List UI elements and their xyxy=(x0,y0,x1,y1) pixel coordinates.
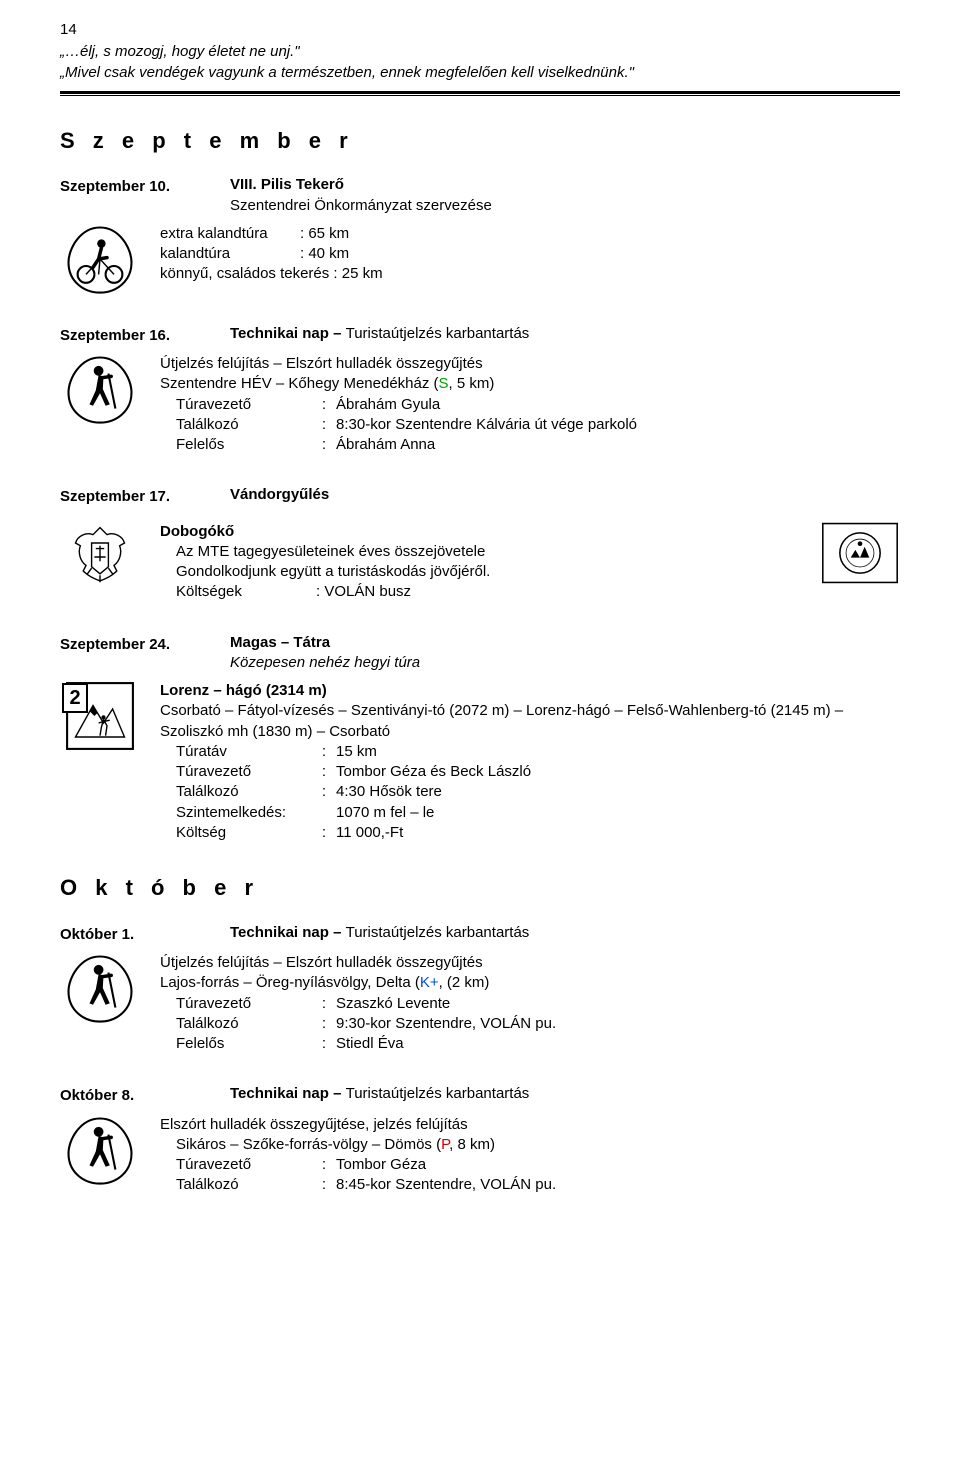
detail-line: Szentendre HÉV – Kőhegy Menedékház (S, 5… xyxy=(160,374,900,394)
event-date: Október 1. xyxy=(60,923,210,945)
kv-key: Felelős xyxy=(176,435,316,455)
detail-line: Gondolkodjunk együtt a turistáskodás jöv… xyxy=(176,562,800,582)
kv-key: Túravezető xyxy=(176,762,316,782)
crest-icon xyxy=(60,522,140,592)
header-rule xyxy=(60,91,900,96)
quote-line: „Mivel csak vendégek vagyunk a természet… xyxy=(60,63,900,83)
badge-icon xyxy=(820,522,900,584)
kv-val: Stiedl Éva xyxy=(336,1034,560,1054)
event-title: Technikai nap – xyxy=(230,1085,346,1102)
detail-line: Költségek: VOLÁN busz xyxy=(176,582,800,602)
month-heading-october: O k t ó b e r xyxy=(60,873,900,903)
kv-val: Szaszkó Levente xyxy=(336,994,560,1014)
kv-val: Ábrahám Gyula xyxy=(336,395,641,415)
hiker-icon xyxy=(60,1115,140,1185)
kv-key: Találkozó xyxy=(176,782,316,802)
kv-val: 8:45-kor Szentendre, VOLÁN pu. xyxy=(336,1175,560,1195)
hiker-icon xyxy=(60,953,140,1023)
event-oct8: Október 8. Technikai nap – Turistaútjelz… xyxy=(60,1084,900,1195)
event-date: Szeptember 10. xyxy=(60,175,210,197)
kv-val: 8:30-kor Szentendre Kálvária út vége par… xyxy=(336,415,641,435)
event-subtitle-italic: Közepesen nehéz hegyi túra xyxy=(230,653,900,673)
kv-val: : 40 km xyxy=(300,244,353,264)
hiker-icon xyxy=(60,354,140,424)
kv-val: Tombor Géza és Beck László xyxy=(336,762,535,782)
event-sept10: Szeptember 10. VIII. Pilis Tekerő Szente… xyxy=(60,175,900,294)
detail-line: Az MTE tagegyesületeinek éves összejövet… xyxy=(176,542,800,562)
quote-line: „…élj, s mozogj, hogy életet ne unj." xyxy=(60,42,900,62)
page-number: 14 xyxy=(60,20,900,40)
event-title-tail: Turistaútjelzés karbantartás xyxy=(346,924,530,941)
kv-val: 9:30-kor Szentendre, VOLÁN pu. xyxy=(336,1014,560,1034)
kv-val: 4:30 Hősök tere xyxy=(336,782,535,802)
detail-line: könnyű, családos tekerés : 25 km xyxy=(160,264,900,284)
event-sept24: Szeptember 24. Magas – Tátra Közepesen n… xyxy=(60,633,900,844)
kv-key: Találkozó xyxy=(176,1014,316,1034)
event-subtitle: Szentendrei Önkormányzat szervezése xyxy=(230,196,900,216)
event-title: Vándorgyűlés xyxy=(230,486,329,503)
kv-key: kalandtúra xyxy=(160,244,300,264)
header-quotes: „…élj, s mozogj, hogy életet ne unj." „M… xyxy=(60,42,900,83)
kv-val: 15 km xyxy=(336,742,535,762)
event-date: Október 8. xyxy=(60,1084,210,1106)
event-date: Szeptember 17. xyxy=(60,485,210,507)
kv-val: 11 000,-Ft xyxy=(336,823,535,843)
detail-line: Útjelzés felújítás – Elszórt hulladék ös… xyxy=(160,354,900,374)
detail-line: Elszórt hulladék összegyűjtése, jelzés f… xyxy=(160,1115,900,1135)
event-oct1: Október 1. Technikai nap – Turistaútjelz… xyxy=(60,923,900,1055)
detail-lead: Dobogókő xyxy=(160,522,800,542)
event-sept17: Szeptember 17. Vándorgyűlés Dobogókő Az … xyxy=(60,485,900,602)
kv-key: extra kalandtúra xyxy=(160,224,300,244)
detail-line: Útjelzés felújítás – Elszórt hulladék ös… xyxy=(160,953,900,973)
kv-key: Találkozó xyxy=(176,1175,316,1195)
kv-val: : 65 km xyxy=(300,224,353,244)
detail-line: Csorbató – Fátyol-vízesés – Szentiványi-… xyxy=(160,701,900,742)
mountain-level-icon: 2 xyxy=(60,681,140,751)
difficulty-level: 2 xyxy=(62,683,88,713)
kv-val: Ábrahám Anna xyxy=(336,435,641,455)
event-date: Szeptember 24. xyxy=(60,633,210,655)
kv-key: Túratáv xyxy=(176,742,316,762)
kv-val: Tombor Géza xyxy=(336,1155,560,1175)
detail-line: Lajos-forrás – Öreg-nyílásvölgy, Delta (… xyxy=(160,973,900,993)
detail-line: Sikáros – Szőke-forrás-völgy – Dömös (P,… xyxy=(176,1135,900,1155)
cyclist-icon xyxy=(60,224,140,294)
month-heading-september: S z e p t e m b e r xyxy=(60,126,900,156)
event-sept16: Szeptember 16. Technikai nap – Turistaút… xyxy=(60,324,900,456)
kv-val: 1070 m fel – le xyxy=(336,803,535,823)
kv-key: Költség xyxy=(176,823,316,843)
detail-lead: Lorenz – hágó (2314 m) xyxy=(160,681,900,701)
event-title-tail: Turistaútjelzés karbantartás xyxy=(346,325,530,342)
event-title: VIII. Pilis Tekerő xyxy=(230,175,900,195)
event-title: Technikai nap – xyxy=(230,924,346,941)
kv-key: Szintemelkedés: xyxy=(176,803,316,823)
kv-key: Felelős xyxy=(176,1034,316,1054)
event-date: Szeptember 16. xyxy=(60,324,210,346)
event-title: Magas – Tátra xyxy=(230,633,900,653)
kv-key: Találkozó xyxy=(176,415,316,435)
kv-key: Túravezető xyxy=(176,994,316,1014)
event-title: Technikai nap – xyxy=(230,325,346,342)
kv-key: Túravezető xyxy=(176,395,316,415)
event-title-tail: Turistaútjelzés karbantartás xyxy=(346,1085,530,1102)
kv-key: Túravezető xyxy=(176,1155,316,1175)
